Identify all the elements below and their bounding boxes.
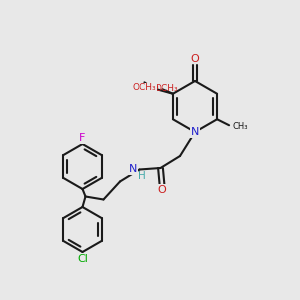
Text: O: O (149, 83, 158, 93)
Text: O: O (145, 83, 154, 93)
Text: OCH₃: OCH₃ (133, 83, 156, 92)
Text: F: F (79, 133, 86, 143)
Text: OCH₃: OCH₃ (154, 84, 178, 93)
Text: O: O (190, 54, 200, 64)
Text: Cl: Cl (77, 254, 88, 264)
Text: H: H (138, 171, 146, 181)
Text: CH₃: CH₃ (233, 122, 248, 131)
Text: N: N (191, 127, 199, 137)
Text: O: O (158, 185, 166, 195)
Text: N: N (129, 164, 137, 175)
